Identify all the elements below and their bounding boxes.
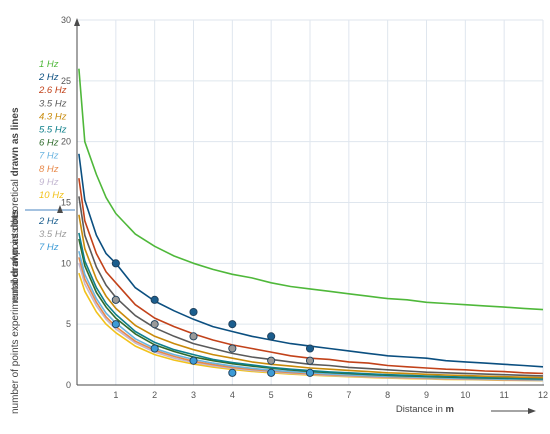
legend-entry: 1 Hz (39, 59, 59, 70)
y-tick-label: 10 (61, 258, 71, 268)
data-point (267, 356, 276, 365)
x-tick-label: 1 (113, 390, 118, 400)
x-tick-label: 5 (269, 390, 274, 400)
data-point (111, 320, 120, 329)
series-line (78, 232, 543, 380)
series-line (78, 214, 543, 379)
series-line (78, 178, 543, 375)
axes (74, 18, 544, 414)
y-tick-label: 25 (61, 76, 71, 86)
y-tick-label: 15 (61, 198, 71, 208)
x-axis-arrow-icon (528, 408, 536, 414)
legend-lines: 1 Hz 2 Hz 2.6 Hz 3.5 Hz 4.3 Hz 5.5 Hz 6 Hz 7 Hz… (38, 59, 67, 201)
x-tick-label: 6 (307, 390, 312, 400)
series-lines (78, 68, 543, 382)
legend-entry: 3.5 Hz (39, 98, 67, 109)
x-tick-label: 3 (191, 390, 196, 400)
data-point (111, 259, 120, 268)
data-point (150, 344, 159, 353)
data-point (189, 332, 198, 341)
x-tick-label: 12 (538, 390, 548, 400)
y-tick-label: 30 (61, 15, 71, 25)
ylabel-arrow-icon (57, 205, 63, 213)
data-point (305, 356, 315, 365)
legend-entry: 2.6 Hz (38, 85, 67, 96)
series-dots (111, 259, 315, 377)
legend-entry: 10 Hz (39, 190, 64, 201)
grid (77, 19, 544, 385)
x-tick-label: 8 (385, 390, 390, 400)
x-tick-label: 4 (230, 390, 235, 400)
y-axis-label-lines: number of points theoretical drawn as li… (10, 107, 21, 303)
legend-entry: 7 Hz (39, 242, 59, 253)
x-tick-label: 10 (460, 390, 470, 400)
legend-entry: 4.3 Hz (39, 111, 67, 122)
legend-entry: 2 Hz (38, 72, 59, 83)
data-point (189, 356, 198, 365)
data-point (305, 344, 315, 353)
data-point (267, 332, 276, 341)
legend-entry: 7 Hz (39, 151, 59, 162)
data-point (228, 344, 237, 353)
x-tick-label: 7 (346, 390, 351, 400)
legend-dots: 2 Hz 3.5 Hz 7 Hz (38, 216, 67, 253)
legend-entry: 6 Hz (39, 138, 59, 149)
series-line (78, 196, 543, 377)
x-tick-label: 11 (499, 390, 508, 400)
data-point (150, 320, 159, 329)
data-point (305, 368, 315, 377)
data-point (189, 307, 198, 317)
legend-entry: 5.5 Hz (39, 125, 67, 136)
y-axis-label-dots: number of points experimental drawn as d… (10, 209, 21, 414)
legend-entry: 8 Hz (39, 164, 59, 175)
legend-entry: 3.5 Hz (39, 229, 67, 240)
y-tick-label: 20 (61, 137, 71, 147)
series-line (78, 68, 543, 311)
legend-entry: 2 Hz (38, 216, 59, 227)
legend-entry: 9 Hz (39, 177, 59, 188)
y-axis-arrow-icon (74, 18, 80, 26)
series-line (78, 153, 543, 368)
data-point (150, 295, 159, 304)
x-tick-label: 2 (152, 390, 157, 400)
x-axis-label: Distance in m (396, 404, 454, 415)
series-line (78, 251, 543, 381)
data-point (228, 368, 237, 377)
x-tick-label: 9 (424, 390, 429, 400)
y-ticks: 0 5 10 15 20 25 30 (61, 15, 71, 390)
y-tick-label: 0 (66, 380, 71, 390)
x-ticks: 1 2 3 4 5 6 7 8 9 10 11 12 (113, 390, 548, 400)
data-point (267, 368, 276, 377)
data-point (228, 320, 237, 329)
data-point (111, 295, 120, 304)
y-tick-label: 5 (66, 319, 71, 329)
